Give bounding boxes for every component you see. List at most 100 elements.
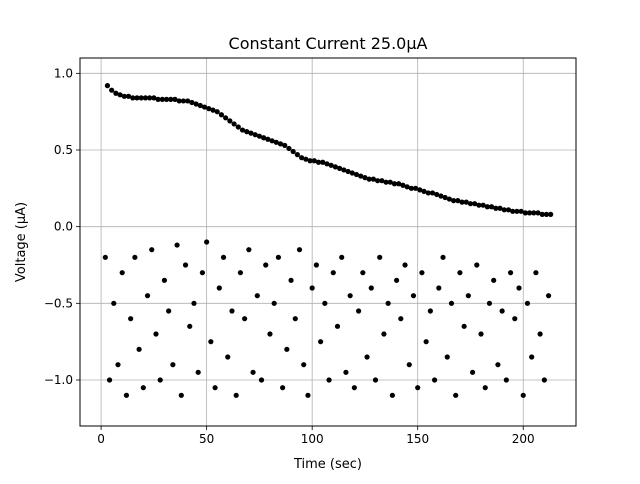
data-point-series-1: [412, 185, 419, 191]
data-point-series-1: [488, 204, 495, 210]
data-point-series-1: [235, 124, 241, 130]
data-point-series-2: [503, 377, 509, 383]
data-point-series-1: [375, 178, 381, 184]
data-point-series-1: [294, 152, 300, 158]
data-point-series-2: [377, 254, 383, 260]
data-point-series-2: [288, 277, 294, 283]
data-point-series-2: [453, 392, 459, 398]
data-point-series-2: [372, 377, 379, 383]
data-point-series-1: [429, 190, 436, 196]
data-point-series-2: [491, 277, 497, 283]
data-point-series-2: [191, 300, 197, 306]
data-point-series-1: [210, 107, 216, 113]
data-point-series-2: [254, 293, 260, 299]
data-point-series-1: [341, 167, 347, 173]
data-point-series-1: [438, 193, 444, 199]
data-point-series-2: [174, 242, 180, 248]
data-point-series-2: [140, 385, 146, 391]
data-point-series-1: [425, 190, 431, 196]
data-point-series-2: [246, 247, 252, 253]
data-point-series-2: [233, 392, 239, 398]
data-point-series-2: [305, 392, 311, 398]
y-tick-label: −1.0: [44, 373, 73, 387]
data-point-series-1: [434, 191, 440, 198]
data-point-series-1: [290, 148, 296, 155]
data-point-series-1: [206, 106, 212, 112]
data-point-series-1: [421, 188, 427, 194]
y-tick-label: 0.0: [54, 220, 73, 234]
data-point-series-1: [269, 138, 275, 144]
data-point-series-2: [533, 270, 539, 276]
data-point-series-2: [284, 346, 290, 352]
data-point-series-2: [444, 354, 450, 360]
data-point-series-1: [332, 164, 338, 170]
data-point-series-2: [275, 254, 281, 260]
data-point-series-2: [102, 254, 108, 260]
data-point-series-2: [313, 262, 319, 268]
data-point-series-2: [128, 316, 134, 322]
data-point-series-2: [402, 262, 408, 268]
data-point-series-1: [455, 198, 461, 204]
data-point-series-2: [296, 247, 303, 253]
data-point-series-2: [393, 277, 400, 283]
data-point-series-2: [431, 377, 438, 383]
x-tick-label: 0: [97, 432, 105, 446]
data-point-series-2: [111, 300, 117, 306]
data-point-series-1: [223, 115, 229, 121]
data-point-series-2: [419, 270, 425, 276]
data-point-series-2: [423, 339, 429, 345]
data-point-series-1: [501, 207, 507, 213]
data-point-series-2: [301, 362, 307, 368]
data-point-series-2: [182, 262, 189, 268]
x-axis-ticks: 0 50 100 150 200: [97, 426, 535, 446]
data-point-series-1: [265, 136, 271, 142]
data-point-series-2: [541, 377, 547, 383]
y-tick-label: −0.5: [44, 296, 73, 310]
data-point-series-1: [311, 158, 317, 164]
data-point-series-1: [163, 96, 170, 102]
data-point-series-1: [286, 145, 292, 152]
data-point-series-2: [326, 377, 332, 383]
data-point-series-2: [334, 323, 341, 329]
data-point-series-2: [461, 323, 467, 329]
data-point-series-1: [379, 178, 385, 184]
data-point-series-1: [514, 208, 520, 214]
data-point-series-2: [250, 369, 256, 375]
data-point-series-2: [149, 247, 155, 253]
data-point-series-2: [440, 254, 446, 260]
data-point-series-1: [484, 204, 490, 210]
data-point-series-2: [178, 392, 184, 398]
data-point-series-2: [322, 300, 328, 306]
data-point-series-1: [505, 207, 512, 213]
data-point-series-1: [315, 159, 322, 165]
data-point-series-1: [324, 161, 330, 167]
data-point-series-1: [337, 165, 343, 171]
data-point-series-1: [370, 176, 376, 182]
data-point-series-1: [180, 98, 187, 104]
data-point-series-2: [229, 308, 235, 314]
data-point-series-2: [187, 323, 193, 329]
data-point-series-1: [463, 199, 469, 205]
data-point-series-2: [507, 270, 514, 276]
data-point-series-1: [282, 142, 288, 148]
data-point-series-2: [263, 262, 269, 268]
data-point-series-1: [113, 90, 119, 96]
data-point-series-1: [214, 109, 220, 115]
data-point-series-2: [343, 369, 349, 375]
data-point-series-1: [518, 208, 524, 214]
data-point-series-1: [104, 83, 111, 89]
data-point-series-1: [244, 129, 250, 135]
data-point-series-2: [516, 285, 522, 291]
data-point-series-1: [125, 93, 132, 99]
y-tick-label: 1.0: [54, 66, 73, 80]
data-point-series-2: [486, 300, 493, 306]
data-point-series-2: [360, 270, 366, 276]
data-point-series-1: [185, 98, 191, 104]
data-point-series-1: [480, 202, 486, 208]
data-point-series-2: [512, 316, 518, 322]
data-point-series-2: [136, 346, 142, 352]
data-point-series-1: [366, 176, 372, 182]
data-point-series-2: [216, 285, 222, 291]
data-point-series-2: [267, 331, 273, 337]
data-point-series-1: [543, 211, 550, 217]
